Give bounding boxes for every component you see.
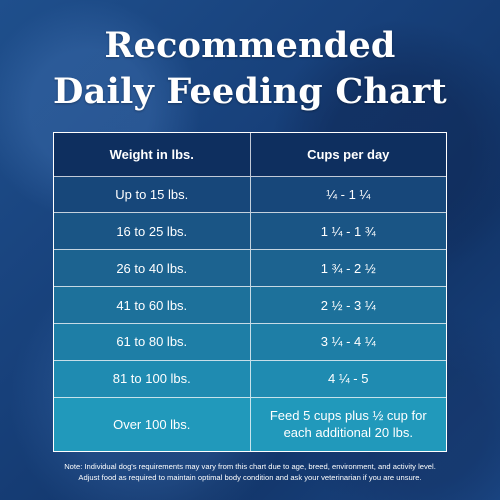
table-row: 26 to 40 lbs. 1 ¾ - 2 ½ [54,250,446,288]
cups-cell: Feed 5 cups plus ½ cup for each addition… [269,408,427,441]
table-row: 81 to 100 lbs. 4 ¼ - 5 [54,360,446,398]
cups-cell: 2 ½ - 3 ¼ [320,297,376,313]
cups-cell: ¼ - 1 ¼ [326,187,371,203]
cups-cell: 3 ¼ - 4 ¼ [320,334,376,350]
weight-cell: 41 to 60 lbs. [54,287,251,323]
table-header-row: Weight in lbs. Cups per day [54,133,446,177]
table-row: 16 to 25 lbs. 1 ¼ - 1 ¾ [54,213,446,251]
chart-title-line-1: Recommended [104,25,396,66]
header-weight: Weight in lbs. [54,133,251,176]
weight-cell: 26 to 40 lbs. [54,250,251,287]
cups-cell: 4 ¼ - 5 [328,371,369,387]
cups-cell: 1 ¼ - 1 ¾ [320,223,376,239]
table-row: 41 to 60 lbs. 2 ½ - 3 ¼ [54,287,446,324]
weight-cell: Over 100 lbs. [54,397,251,451]
disclaimer-note: Note: Individual dog's requirements may … [0,461,500,483]
disclaimer-line-1: Note: Individual dog's requirements may … [64,462,436,471]
feeding-table: Weight in lbs. Cups per day Up to 15 lbs… [53,132,447,452]
cups-cell: 1 ¾ - 2 ½ [320,260,376,276]
table-row: Up to 15 lbs. ¼ - 1 ¼ [54,176,446,214]
disclaimer-line-2: Adjust food as required to maintain opti… [78,473,422,482]
weight-cell: 16 to 25 lbs. [54,213,251,250]
weight-cell: Up to 15 lbs. [54,176,251,213]
weight-cell: 81 to 100 lbs. [54,360,251,397]
weight-cell: 61 to 80 lbs. [54,324,251,360]
table-row: 61 to 80 lbs. 3 ¼ - 4 ¼ [54,324,446,361]
header-cups: Cups per day [307,146,390,162]
chart-title-line-2: Daily Feeding Chart [53,71,447,112]
table-row: Over 100 lbs. Feed 5 cups plus ½ cup for… [54,397,446,451]
